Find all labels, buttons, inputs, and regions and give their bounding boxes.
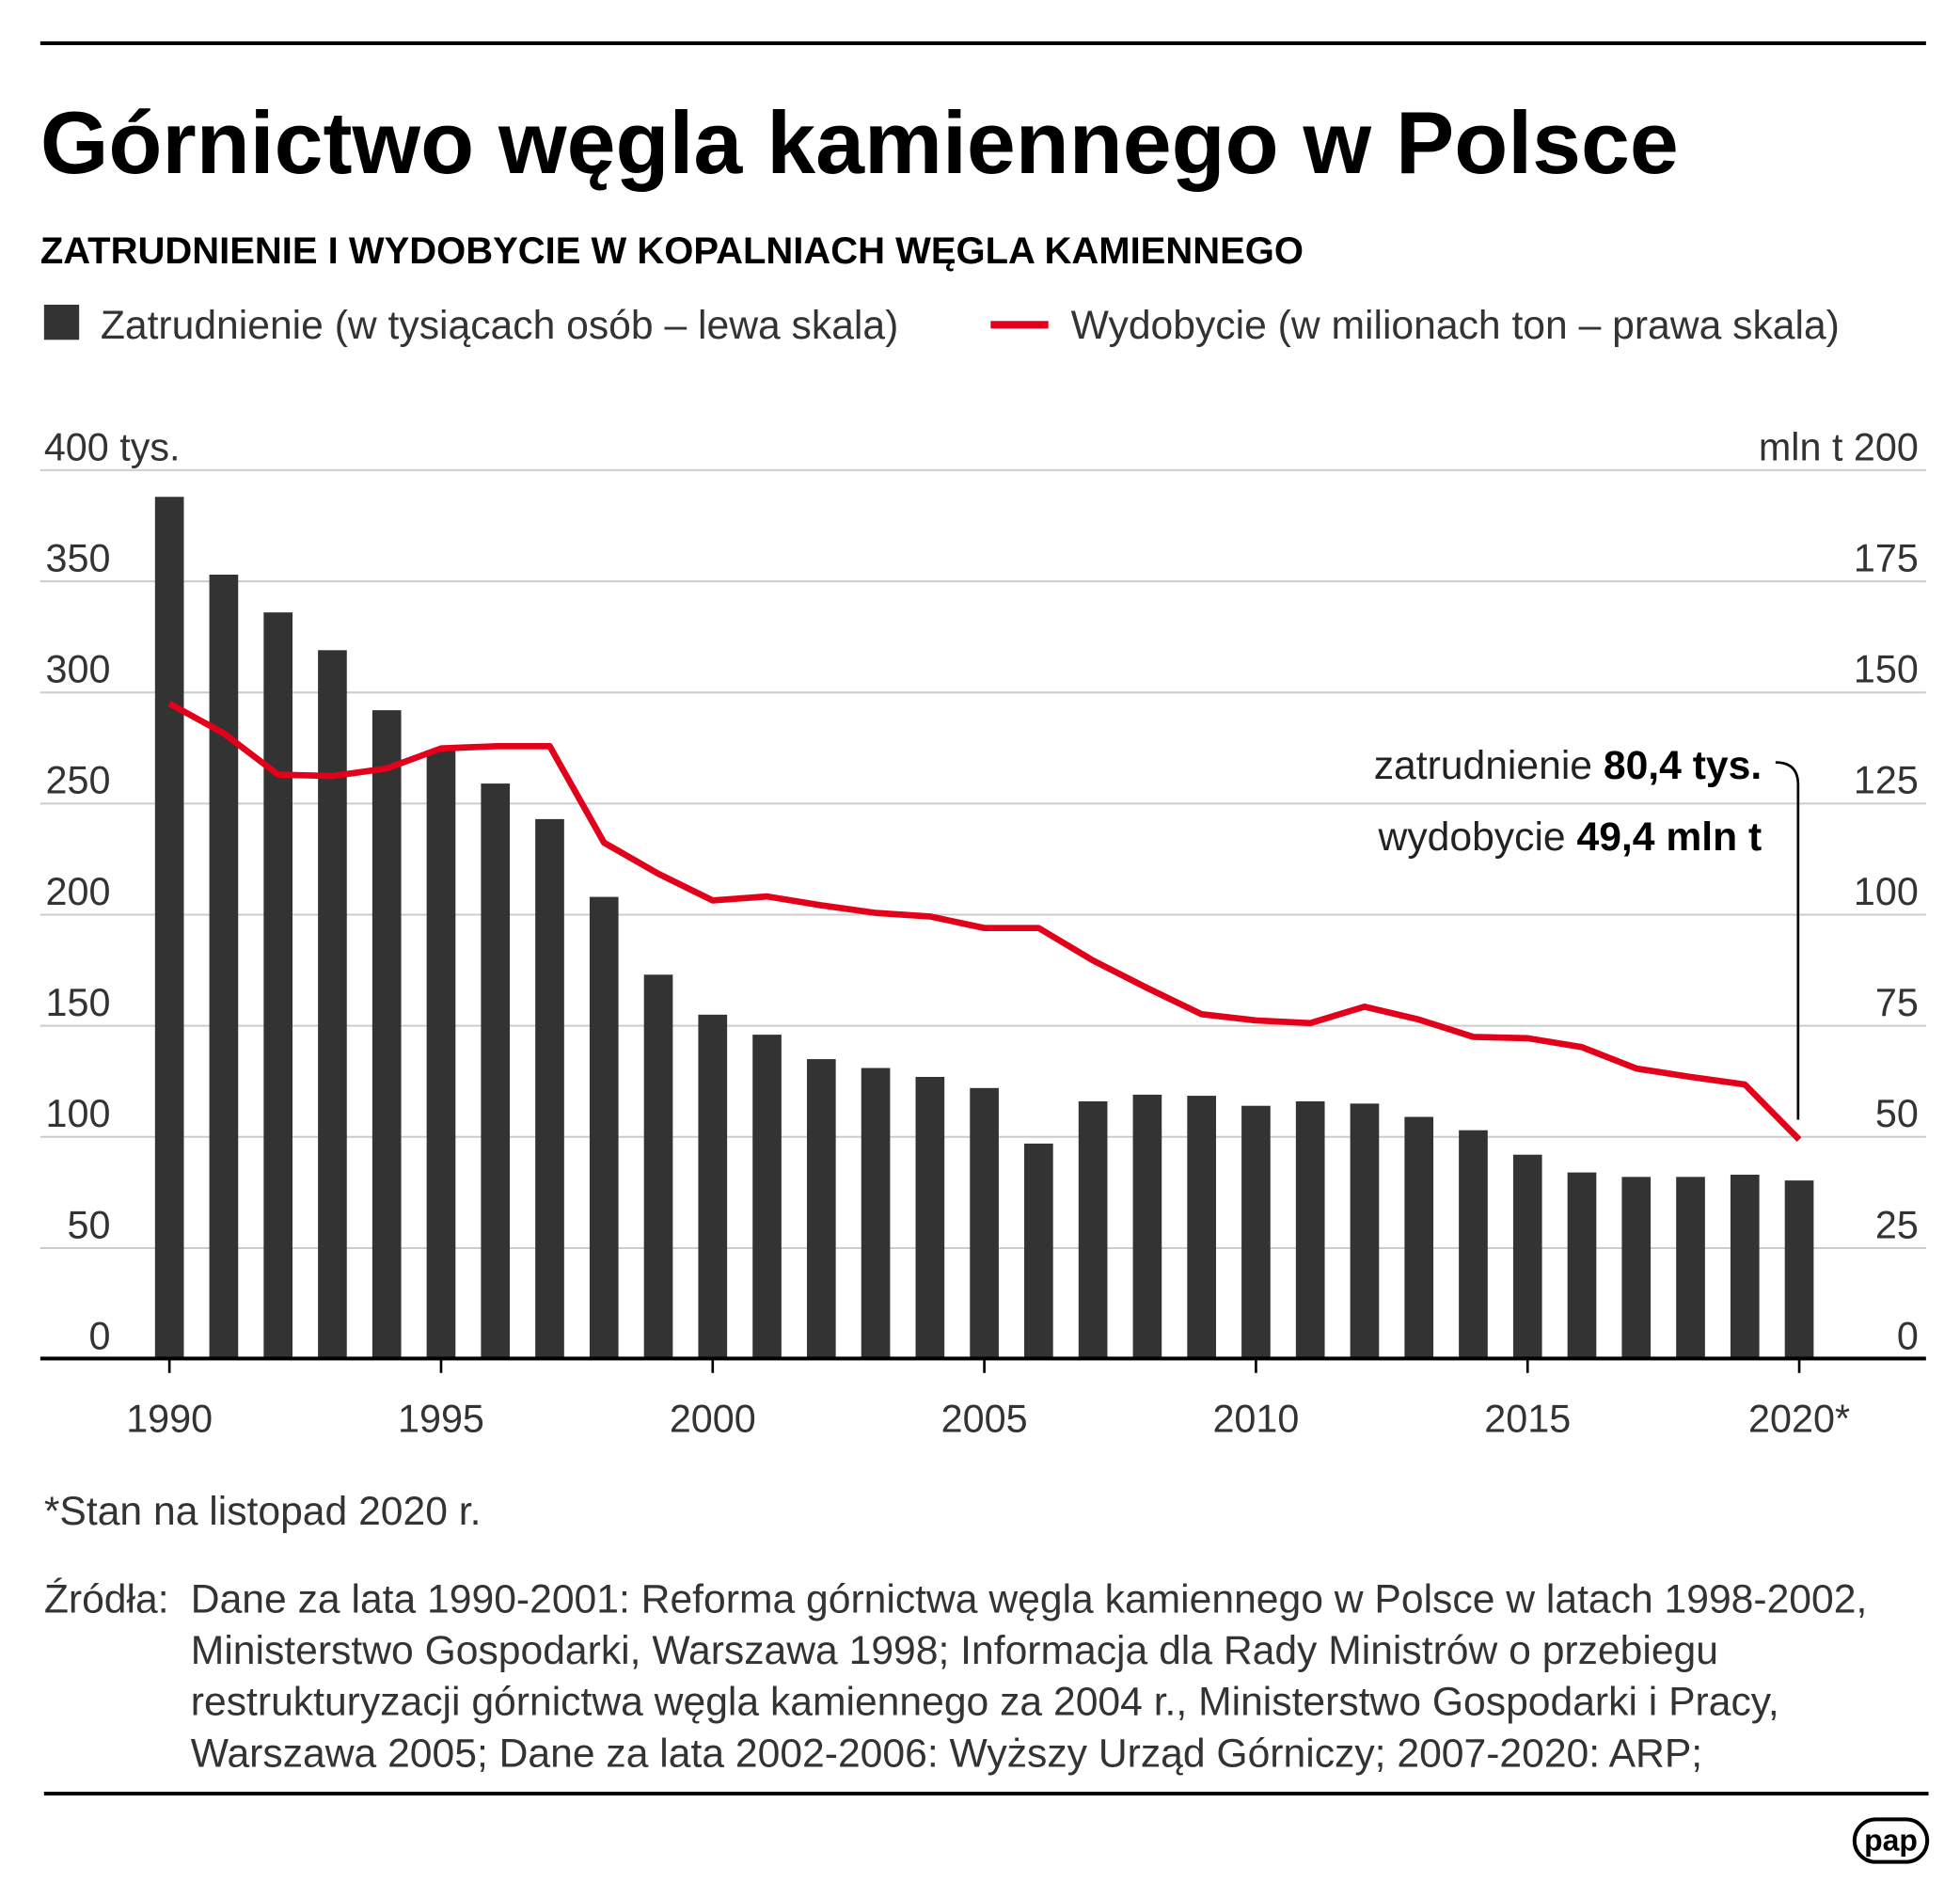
- x-tick-label: 1990: [126, 1397, 213, 1440]
- annotation-output-value: 49,4 mln t: [1576, 814, 1762, 860]
- sources-line-1: Dane za lata 1990-2001: Reforma górnictw…: [191, 1576, 1868, 1621]
- bar-1993: [318, 650, 347, 1360]
- bar-1994: [371, 710, 402, 1360]
- annotation-employment: zatrudnienie 80,4 tys.: [1374, 743, 1762, 788]
- left-tick-label: 400 tys.: [44, 425, 181, 468]
- bar-1990: [154, 497, 184, 1360]
- bar-2018: [1676, 1177, 1705, 1360]
- left-tick-label: 300: [46, 648, 111, 691]
- chart-subtitle: ZATRUDNIENIE I WYDOBYCIE W KOPALNIACH WĘ…: [40, 230, 1304, 272]
- bar-1997: [535, 818, 564, 1360]
- bar-2016: [1567, 1172, 1597, 1360]
- footnote: *Stan na listopad 2020 r.: [44, 1489, 482, 1534]
- annotation-output: wydobycie 49,4 mln t: [1378, 814, 1762, 860]
- bar-2007: [1078, 1100, 1108, 1360]
- line-points: [169, 703, 1800, 1140]
- left-tick-label: 350: [46, 536, 111, 579]
- right-tick-label: 50: [1875, 1092, 1919, 1135]
- annotation-leader-line: [1775, 761, 1800, 1120]
- right-axis-ticks: 0 25 50 75 100 125 150 175 mln t 200: [1759, 425, 1919, 1357]
- bar-1991: [209, 574, 239, 1360]
- right-tick-label: 75: [1875, 981, 1919, 1024]
- bar-2002: [806, 1059, 836, 1360]
- annotation-2020: zatrudnienie 80,4 tys. wydobycie 49,4 ml…: [1374, 743, 1800, 1120]
- bottom-rule: [43, 1792, 1929, 1796]
- bar-2020: [1784, 1180, 1814, 1360]
- right-tick-label: 25: [1875, 1203, 1919, 1246]
- legend: Zatrudnienie (w tysiącach osób – lewa sk…: [43, 303, 1840, 348]
- x-axis-ticks: 1990 1995 2000 2005 2010 2015 2020*: [126, 1359, 1850, 1440]
- bar-series: [154, 497, 1814, 1360]
- legend-line-swatch: [990, 321, 1049, 329]
- bar-2011: [1295, 1100, 1325, 1360]
- bar-1999: [643, 974, 673, 1360]
- right-tick-label: mln t 200: [1759, 425, 1919, 468]
- bar-2012: [1350, 1103, 1380, 1360]
- bar-2003: [861, 1068, 891, 1360]
- annotation-employment-value: 80,4 tys.: [1604, 743, 1762, 788]
- annotation-output-label: wydobycie: [1378, 814, 1577, 860]
- left-tick-label: 250: [46, 759, 111, 802]
- right-tick-label: 150: [1854, 648, 1919, 691]
- bar-2004: [915, 1076, 945, 1360]
- bar-2010: [1241, 1105, 1271, 1360]
- bar-2000: [698, 1014, 728, 1360]
- left-axis-ticks: 0 50 100 150 200 250 300 350 400 tys.: [44, 425, 181, 1357]
- bar-2008: [1132, 1094, 1162, 1360]
- x-tick-label: 2015: [1484, 1397, 1571, 1440]
- bar-2019: [1730, 1174, 1760, 1360]
- gridlines: [40, 468, 1926, 1249]
- bar-2017: [1621, 1177, 1652, 1360]
- bar-1995: [426, 750, 456, 1360]
- bar-1998: [589, 896, 619, 1360]
- sources-line-2: Ministerstwo Gospodarki, Warszawa 1998; …: [191, 1628, 1718, 1673]
- left-tick-label: 0: [89, 1314, 111, 1357]
- right-tick-label: 125: [1854, 759, 1919, 802]
- right-tick-label: 0: [1897, 1314, 1919, 1357]
- bar-1996: [481, 783, 511, 1360]
- sources-line-3: restrukturyzacji górnictwa węgla kamienn…: [191, 1680, 1779, 1725]
- bar-2014: [1459, 1130, 1488, 1360]
- bar-2013: [1404, 1116, 1434, 1360]
- x-tick-label: 2010: [1212, 1397, 1299, 1440]
- annotation-employment-label: zatrudnienie: [1374, 743, 1604, 788]
- right-tick-label: 100: [1854, 870, 1919, 913]
- right-tick-label: 175: [1854, 536, 1919, 579]
- legend-bar-swatch: [43, 304, 80, 340]
- sources-label: Źródła:: [44, 1576, 169, 1621]
- bar-2001: [752, 1035, 782, 1360]
- bar-1992: [263, 612, 293, 1360]
- left-tick-label: 50: [68, 1203, 111, 1246]
- left-tick-label: 100: [46, 1092, 111, 1135]
- top-rule: [40, 40, 1926, 45]
- x-tick-label: 2020*: [1748, 1397, 1850, 1440]
- bar-2015: [1512, 1154, 1542, 1360]
- x-axis-baseline: [40, 1356, 1926, 1361]
- pap-logo: pap: [1852, 1817, 1930, 1864]
- bar-2005: [970, 1087, 999, 1360]
- bar-2009: [1187, 1096, 1216, 1360]
- left-tick-label: 200: [46, 870, 111, 913]
- x-tick-label: 1995: [398, 1397, 484, 1440]
- legend-line-label: Wydobycie (w milionach ton – prawa skala…: [1071, 303, 1840, 348]
- pap-logo-text: pap: [1864, 1824, 1918, 1858]
- sources-line-4: Warszawa 2005; Dane za lata 2002-2006: W…: [191, 1731, 1702, 1776]
- x-tick-label: 2000: [670, 1397, 756, 1440]
- bar-2006: [1024, 1143, 1053, 1360]
- page-title: Górnictwo węgla kamiennego w Polsce: [40, 94, 1679, 192]
- x-tick-label: 2005: [941, 1397, 1028, 1440]
- legend-bar-label: Zatrudnienie (w tysiącach osób – lewa sk…: [101, 303, 898, 348]
- left-tick-label: 150: [46, 981, 111, 1024]
